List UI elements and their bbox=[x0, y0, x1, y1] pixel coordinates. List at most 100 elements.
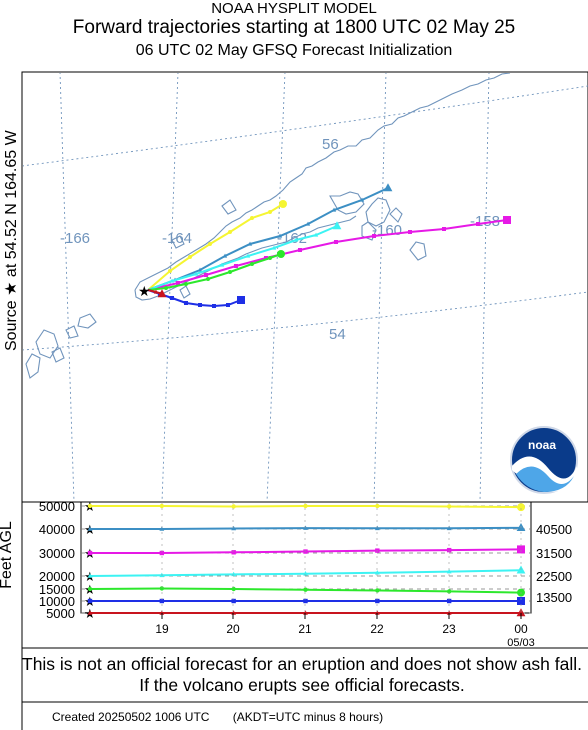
height-point-5000 bbox=[87, 610, 93, 615]
x-tick-label: 22 bbox=[370, 622, 384, 636]
y-tick-label: 20000 bbox=[39, 569, 75, 584]
height-point-50000 bbox=[87, 503, 93, 509]
height-point-15000 bbox=[87, 586, 93, 592]
disclaimer-text: This is not an official forecast for an … bbox=[22, 654, 582, 695]
trajectory-point-30000 bbox=[408, 230, 412, 234]
trajectory-point-20000 bbox=[332, 221, 342, 230]
trajectory-point-20000 bbox=[219, 262, 225, 267]
trajectory-point-30000 bbox=[176, 281, 180, 285]
height-point-10000 bbox=[517, 597, 525, 605]
trajectory-point-15000 bbox=[164, 286, 168, 290]
height-y-axis: 50000★40000★30000★20000★15000★10000★5000… bbox=[39, 499, 531, 621]
trajectory-point-40000 bbox=[305, 221, 311, 226]
trajectory-point-10000 bbox=[226, 303, 230, 307]
trajectory-point-50000 bbox=[228, 230, 232, 234]
trajectory-30000 bbox=[147, 219, 508, 291]
x-tick-label: 21 bbox=[298, 622, 312, 636]
y-tick-label: 40000 bbox=[39, 522, 75, 537]
title-line-1: NOAA HYSPLIT MODEL bbox=[211, 0, 377, 17]
trajectory-point-10000 bbox=[237, 296, 245, 304]
trajectory-point-10000 bbox=[198, 303, 202, 307]
height-point-40000 bbox=[374, 525, 380, 531]
trajectory-point-20000 bbox=[271, 245, 277, 250]
height-point-50000 bbox=[446, 504, 452, 509]
height-point-20000 bbox=[374, 570, 380, 575]
height-panel: 50000★40000★30000★20000★15000★10000★5000… bbox=[39, 499, 572, 649]
title-line-3: 06 UTC 02 May GFSQ Forecast Initializati… bbox=[135, 42, 453, 59]
height-point-5000 bbox=[446, 610, 452, 615]
height-point-50000 bbox=[231, 504, 236, 509]
height-point-30000 bbox=[231, 550, 236, 555]
trajectory-point-40000 bbox=[222, 253, 228, 258]
map-panel: -166 -164 -162 -160 -158 56 54 ★ noaa bbox=[21, 71, 588, 503]
trajectory-point-5000 bbox=[153, 289, 159, 294]
trajectory-point-30000 bbox=[442, 227, 446, 231]
longitude-line bbox=[479, 73, 490, 501]
lon-label-164: -164 bbox=[162, 230, 192, 247]
height-point-40000 bbox=[159, 526, 165, 531]
y-tick-label: 5000 bbox=[46, 606, 75, 621]
coastline bbox=[25, 73, 511, 379]
height-point-10000 bbox=[231, 598, 236, 604]
trajectory-point-10000 bbox=[184, 301, 188, 305]
height-point-40000 bbox=[87, 526, 93, 531]
height-point-20000 bbox=[446, 568, 452, 574]
height-point-10000 bbox=[446, 598, 452, 604]
trajectory-point-5000 bbox=[157, 289, 167, 298]
latitude-line bbox=[23, 291, 588, 351]
y-tick-label: 10000 bbox=[39, 594, 75, 609]
height-point-40000 bbox=[231, 525, 237, 531]
lat-label-54: 54 bbox=[329, 326, 346, 343]
trajectory-point-15000 bbox=[206, 277, 210, 281]
trajectory-point-15000 bbox=[268, 256, 272, 260]
height-point-20000 bbox=[231, 571, 237, 577]
height-point-30000 bbox=[159, 550, 165, 556]
trajectory-point-40000 bbox=[277, 233, 283, 238]
trajectory-point-15000 bbox=[250, 262, 254, 266]
latitude-line bbox=[23, 85, 588, 167]
height-frame bbox=[80, 501, 532, 614]
height-right-labels: 40500 31500 22500 13500 bbox=[536, 522, 572, 605]
height-point-15000 bbox=[159, 586, 165, 591]
height-point-5000 bbox=[231, 610, 237, 615]
trajectory-point-30000 bbox=[234, 264, 238, 268]
trajectory-point-20000 bbox=[245, 253, 251, 258]
trajectory-point-50000 bbox=[279, 200, 287, 208]
trajectory-point-10000 bbox=[170, 296, 174, 300]
trajectory-15000 bbox=[147, 253, 282, 291]
trajectory-40000 bbox=[147, 187, 389, 291]
noaa-logo: noaa bbox=[510, 426, 578, 494]
trajectory-point-15000 bbox=[228, 270, 232, 274]
chart-title: Forward trajectories starting at 1800 UT… bbox=[72, 17, 516, 38]
trajectory-point-15000 bbox=[277, 250, 285, 258]
feet-agl-label: Feet AGL bbox=[0, 521, 15, 589]
height-point-50000 bbox=[303, 503, 308, 509]
x-tick-label: 19 bbox=[155, 622, 169, 636]
height-point-15000 bbox=[446, 589, 452, 594]
longitude-line bbox=[266, 73, 286, 501]
y-tick-label: 30000 bbox=[39, 546, 75, 561]
height-point-5000 bbox=[303, 610, 308, 615]
noaa-logo-text: noaa bbox=[528, 438, 556, 452]
trajectory-point-40000 bbox=[247, 241, 253, 246]
height-point-50000 bbox=[375, 503, 380, 509]
trajectory-point-50000 bbox=[268, 210, 272, 214]
trajectory-point-20000 bbox=[313, 232, 319, 237]
created-footer: Created 20250502 1006 UTC (AKDT=UTC minu… bbox=[52, 710, 384, 724]
trajectory-point-40000 bbox=[197, 267, 203, 272]
trajectory-point-15000 bbox=[184, 282, 188, 286]
trajectory-point-40000 bbox=[331, 207, 337, 212]
trajectory-point-30000 bbox=[298, 248, 302, 252]
final-height-label: 22500 bbox=[536, 569, 572, 584]
trajectory-point-30000 bbox=[372, 234, 376, 238]
trajectory-50000 bbox=[147, 203, 284, 291]
lon-label-166: -166 bbox=[60, 230, 90, 247]
height-point-15000 bbox=[231, 586, 236, 592]
height-series bbox=[87, 503, 526, 617]
trajectory-point-50000 bbox=[168, 269, 172, 273]
x-tick-label: 00 bbox=[514, 622, 528, 636]
x-tick-label: 23 bbox=[442, 622, 456, 636]
lat-label-56: 56 bbox=[322, 136, 339, 153]
trajectory-point-30000 bbox=[264, 256, 268, 260]
